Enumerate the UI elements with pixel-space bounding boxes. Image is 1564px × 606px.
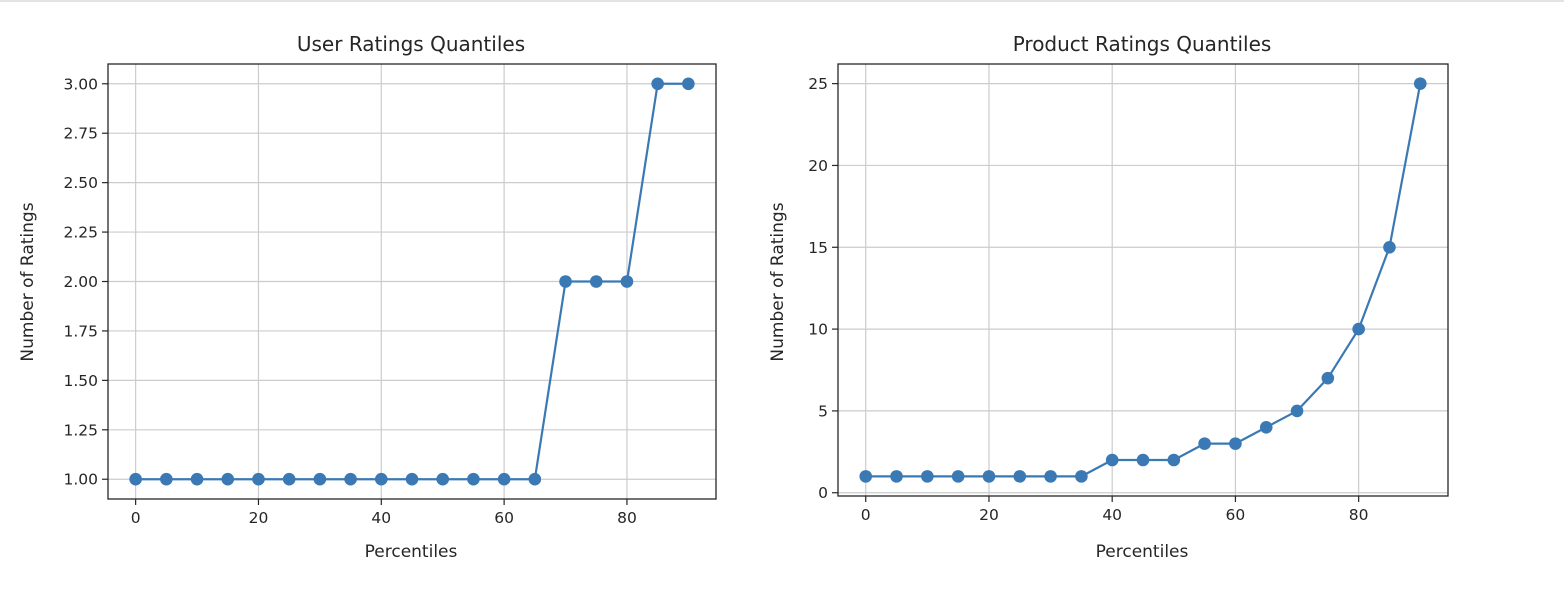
- data-point: [982, 470, 996, 483]
- x-tick-label: 20: [979, 506, 999, 524]
- data-point: [1229, 437, 1242, 450]
- y-tick-label: 1.00: [63, 471, 98, 489]
- data-point: [620, 275, 634, 288]
- x-tick-label: 80: [617, 509, 637, 527]
- data-point: [374, 472, 388, 486]
- x-tick-label: 40: [1102, 506, 1122, 524]
- y-tick-label: 5: [818, 402, 828, 420]
- data-point: [313, 472, 327, 486]
- data-point: [221, 472, 235, 486]
- data-point: [1044, 470, 1057, 483]
- y-tick-label: 2.25: [63, 224, 98, 242]
- y-tick-label: 3.00: [63, 75, 98, 93]
- y-tick-label: 1.50: [63, 372, 98, 390]
- y-axis-label: Number of Ratings: [768, 202, 788, 361]
- y-tick-label: 25: [808, 75, 828, 93]
- x-tick-label: 0: [131, 509, 141, 527]
- data-point: [1013, 470, 1027, 483]
- series-line: [865, 83, 1422, 478]
- x-tick-label: 0: [861, 506, 871, 524]
- user-ratings-chart: User Ratings Quantiles Percentiles Numbe…: [18, 32, 717, 562]
- data-point: [1136, 453, 1150, 467]
- y-tick-label: 2.75: [63, 125, 98, 143]
- y-tick-label: 15: [808, 239, 828, 257]
- data-point: [1413, 77, 1427, 90]
- chart-title: Product Ratings Quantiles: [1013, 32, 1272, 56]
- data-point: [1290, 404, 1304, 418]
- data-point: [467, 472, 480, 486]
- data-point: [129, 472, 142, 486]
- y-tick-label: 0: [818, 484, 828, 502]
- data-point: [951, 470, 965, 483]
- data-point: [436, 472, 450, 486]
- data-point: [859, 470, 873, 483]
- data-point: [1321, 371, 1335, 385]
- x-axis-label: Percentiles: [365, 542, 458, 562]
- data-point: [1352, 322, 1365, 336]
- data-point: [1198, 437, 1211, 450]
- x-tick-label: 60: [1226, 506, 1246, 524]
- plot-frame: [107, 63, 717, 500]
- data-point: [589, 275, 603, 288]
- y-tick-label: 1.75: [63, 322, 98, 340]
- data-point: [1167, 453, 1181, 467]
- data-point: [282, 472, 296, 486]
- data-point: [528, 472, 542, 486]
- x-tick-label: 80: [1349, 506, 1369, 524]
- x-axis-label: Percentiles: [1096, 542, 1189, 562]
- plot-frame: [837, 63, 1449, 497]
- data-point: [1383, 240, 1396, 254]
- data-point: [405, 472, 419, 486]
- y-tick-label: 20: [808, 157, 828, 175]
- y-tick-label: 10: [808, 321, 828, 339]
- data-point: [252, 472, 265, 486]
- y-tick-label: 1.25: [63, 421, 98, 439]
- y-axis-label: Number of Ratings: [18, 202, 38, 361]
- data-point: [1075, 470, 1088, 483]
- x-tick-label: 60: [494, 509, 514, 527]
- top-divider: [0, 0, 1564, 2]
- product-ratings-chart: Product Ratings Quantiles Percentiles Nu…: [768, 32, 1449, 562]
- data-point: [1259, 420, 1273, 434]
- data-point: [559, 275, 572, 288]
- data-point: [682, 77, 695, 91]
- data-point: [344, 472, 357, 486]
- y-tick-label: 2.50: [63, 174, 98, 192]
- data-point: [160, 472, 173, 486]
- chart-title: User Ratings Quantiles: [297, 32, 525, 56]
- x-tick-label: 40: [371, 509, 391, 527]
- data-point: [190, 472, 204, 486]
- x-tick-label: 20: [249, 509, 269, 527]
- data-point: [497, 472, 511, 486]
- data-point: [890, 470, 903, 483]
- data-point: [651, 77, 664, 91]
- data-point: [921, 470, 934, 483]
- y-tick-label: 2.00: [63, 273, 98, 291]
- data-point: [1105, 453, 1119, 467]
